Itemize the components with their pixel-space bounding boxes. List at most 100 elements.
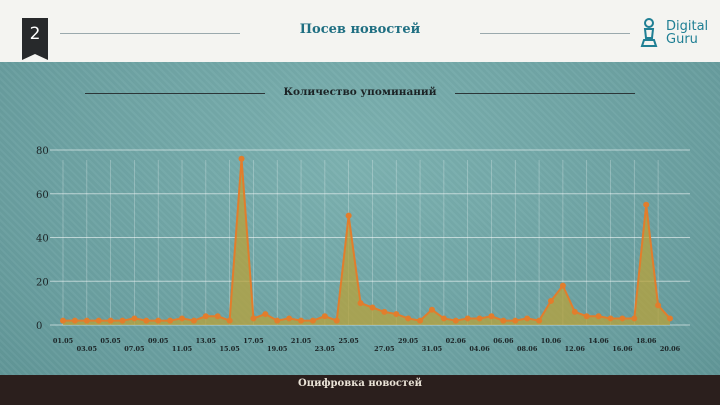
- logo-line1: Digital: [666, 19, 709, 34]
- x-tick-label: 11.05: [172, 345, 193, 353]
- y-tick-label: 0: [36, 321, 42, 332]
- data-point: [345, 212, 352, 219]
- data-point: [119, 317, 126, 324]
- x-tick-label: 15.05: [219, 345, 240, 353]
- series-line: [63, 158, 671, 323]
- x-tick-label: 07.05: [124, 345, 145, 353]
- y-tick-label: 40: [36, 234, 49, 245]
- x-tick-label: 10.06: [541, 337, 562, 345]
- x-tick-label: 23.05: [315, 345, 336, 353]
- chess-pawn-icon: [640, 18, 658, 47]
- data-point: [179, 315, 186, 322]
- data-point: [500, 317, 507, 324]
- data-point: [417, 317, 424, 324]
- data-point: [464, 315, 471, 322]
- data-point: [571, 308, 578, 315]
- x-tick-label: 06.06: [493, 337, 514, 345]
- x-tick-label: 19.05: [267, 345, 288, 353]
- x-tick-label: 01.05: [53, 337, 74, 345]
- data-point: [476, 315, 483, 322]
- x-tick-label: 25.05: [338, 337, 359, 345]
- x-tick-label: 03.05: [77, 345, 98, 353]
- data-point: [333, 317, 340, 324]
- x-tick-label: 29.05: [398, 337, 419, 345]
- x-tick-label: 05.05: [100, 337, 121, 345]
- chart-title: Количество упоминаний: [283, 86, 437, 98]
- data-point: [488, 313, 495, 320]
- data-point: [631, 315, 638, 322]
- x-tick-label: 14.06: [588, 337, 609, 345]
- data-point: [405, 315, 412, 322]
- slide-number: 2: [22, 18, 48, 52]
- x-tick-label: 18.06: [636, 337, 657, 345]
- y-tick-label: 20: [36, 277, 49, 288]
- x-tick-label: 20.06: [660, 345, 681, 353]
- data-point: [274, 317, 281, 324]
- data-point: [512, 317, 519, 324]
- data-point: [440, 315, 447, 322]
- data-point: [547, 297, 554, 304]
- data-point: [607, 315, 614, 322]
- chart-title-rule-right: [455, 93, 635, 94]
- x-tick-label: 04.06: [469, 345, 490, 353]
- logo-line2: Guru: [666, 32, 698, 47]
- data-point: [595, 313, 602, 320]
- data-point: [559, 282, 566, 289]
- data-point: [286, 315, 293, 322]
- header-rule-right: [480, 33, 630, 34]
- slide-number-tab: [22, 52, 48, 60]
- page-title: Посев новостей: [299, 22, 421, 37]
- x-tick-label: 16.06: [612, 345, 633, 353]
- x-tick-label: 02.06: [446, 337, 467, 345]
- data-point: [190, 317, 197, 324]
- data-point: [60, 317, 66, 324]
- data-point: [298, 317, 305, 324]
- data-point: [536, 317, 543, 324]
- data-point: [667, 315, 673, 322]
- data-point: [619, 315, 626, 322]
- data-point: [524, 315, 531, 322]
- data-point: [643, 201, 650, 208]
- data-point: [250, 315, 257, 322]
- x-tick-label: 31.05: [422, 345, 443, 353]
- data-point: [655, 302, 662, 309]
- logo: [640, 18, 658, 47]
- data-point: [381, 308, 388, 315]
- chart-title-rule-left: [85, 93, 265, 94]
- x-tick-label: 13.05: [196, 337, 217, 345]
- data-point: [452, 317, 459, 324]
- data-point: [107, 317, 114, 324]
- data-point: [369, 304, 376, 311]
- logo-text: Digital Guru: [666, 20, 708, 46]
- data-point: [143, 317, 150, 324]
- x-tick-label: 27.05: [374, 345, 395, 353]
- data-point: [167, 317, 174, 324]
- data-point: [95, 317, 102, 324]
- footer-bar: [0, 375, 720, 405]
- data-point: [321, 313, 328, 320]
- data-point: [155, 317, 162, 324]
- data-point: [71, 317, 78, 324]
- x-tick-label: 12.06: [565, 345, 586, 353]
- data-point: [214, 313, 221, 320]
- series-area: [63, 158, 670, 325]
- data-point: [202, 313, 209, 320]
- data-point: [428, 306, 435, 313]
- data-point: [393, 311, 400, 318]
- footer-text: Оцифровка новостей: [298, 378, 422, 389]
- data-point: [357, 300, 364, 307]
- data-point: [583, 313, 590, 320]
- x-tick-label: 08.06: [517, 345, 538, 353]
- data-point: [226, 317, 233, 324]
- mentions-chart: 02040608001.0503.0505.0507.0509.0511.051…: [36, 146, 690, 353]
- x-tick-label: 17.05: [243, 337, 264, 345]
- torn-paper-edge: [0, 50, 720, 62]
- y-tick-label: 60: [36, 190, 49, 201]
- data-point: [262, 311, 269, 318]
- x-tick-label: 21.05: [291, 337, 312, 345]
- data-point: [309, 317, 316, 324]
- data-point: [238, 155, 245, 162]
- data-point: [83, 317, 90, 324]
- data-point: [131, 315, 138, 322]
